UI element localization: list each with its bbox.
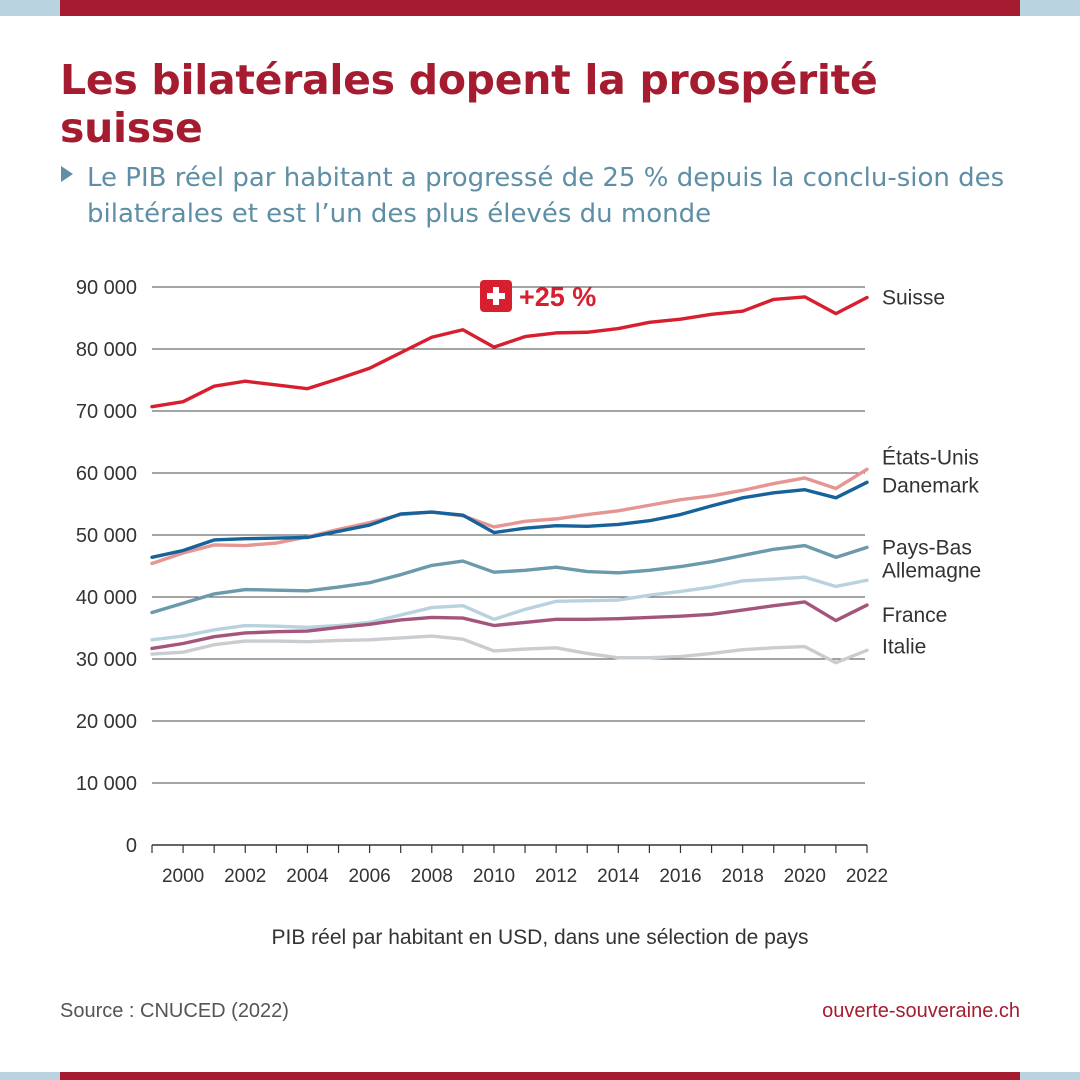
series-label: Pays-Bas xyxy=(882,536,972,559)
y-tick-label: 20 000 xyxy=(76,711,137,733)
series-line-allemagne xyxy=(150,575,869,642)
chart-caption: PIB réel par habitant en USD, dans une s… xyxy=(271,926,809,949)
website-link[interactable]: ouverte-souveraine.ch xyxy=(822,1000,1020,1022)
x-tick-label: 2016 xyxy=(659,866,701,887)
y-tick-label: 0 xyxy=(126,835,137,857)
top-band xyxy=(0,0,1080,16)
x-tick-label: 2018 xyxy=(722,866,764,887)
y-tick-label: 50 000 xyxy=(76,525,137,547)
series-line-suisse xyxy=(150,295,869,409)
y-tick-label: 40 000 xyxy=(76,587,137,609)
x-tick-label: 2010 xyxy=(473,866,515,887)
x-tick-label: 2002 xyxy=(224,866,266,887)
y-tick-label: 60 000 xyxy=(76,463,137,485)
y-tick-label: 70 000 xyxy=(76,401,137,423)
series-label: Suisse xyxy=(882,287,945,310)
series-label: Italie xyxy=(882,635,926,658)
annotation-label: +25 % xyxy=(519,282,596,312)
series-label: Danemark xyxy=(882,474,979,497)
x-tick-label: 2008 xyxy=(411,866,453,887)
x-tick-label: 2004 xyxy=(286,866,329,887)
x-tick-label: 2012 xyxy=(535,866,577,887)
series-label: France xyxy=(882,604,947,627)
page-title: Les bilatérales dopent la prospérité sui… xyxy=(60,56,878,152)
subtitle: Le PIB réel par habitant a progressé de … xyxy=(87,163,1005,229)
bottom-band xyxy=(0,1072,1080,1080)
x-tick-label: 2006 xyxy=(348,866,390,887)
source-note: Source : CNUCED (2022) xyxy=(60,1000,289,1022)
y-tick-label: 10 000 xyxy=(76,773,137,795)
series-label: États-Unis xyxy=(882,446,979,469)
x-tick-label: 2014 xyxy=(597,866,640,887)
x-tick-label: 2022 xyxy=(846,866,888,887)
series-line-pays-bas xyxy=(150,543,869,615)
triangle-bullet-icon xyxy=(61,166,73,182)
x-tick-label: 2020 xyxy=(784,866,826,887)
x-tick-label: 2000 xyxy=(162,866,204,887)
series-line-états-unis xyxy=(150,467,869,566)
swiss-cross-horizontal xyxy=(487,293,505,299)
y-tick-label: 90 000 xyxy=(76,277,137,299)
y-tick-label: 30 000 xyxy=(76,649,137,671)
series-label: Allemagne xyxy=(882,559,981,582)
series-line-france xyxy=(150,600,869,651)
series-line-danemark xyxy=(150,480,869,560)
series-line-italie xyxy=(150,634,869,665)
y-tick-label: 80 000 xyxy=(76,339,137,361)
